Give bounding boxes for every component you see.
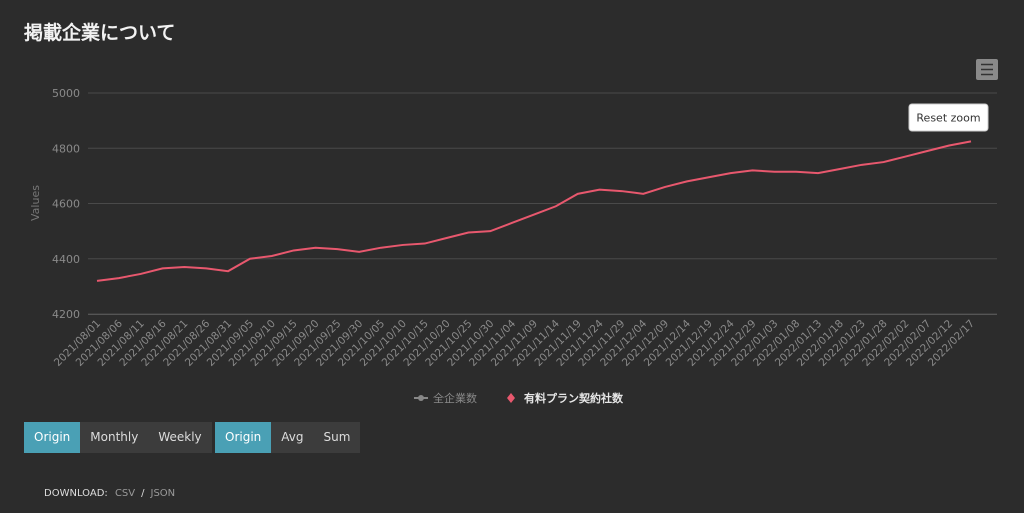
page-title: 掲載企業について xyxy=(24,22,176,44)
toggle-button[interactable]: Origin xyxy=(215,422,272,453)
y-tick-label: 4400 xyxy=(52,253,80,266)
aggregate-toggle: Origin Avg Sum xyxy=(215,422,361,453)
button-label: Reset zoom xyxy=(916,112,980,125)
legend-item[interactable]: 有料プラン契約社数 xyxy=(507,391,624,405)
legend: 全企業数 有料プラン契約社数 xyxy=(414,391,624,405)
menu-button[interactable] xyxy=(976,59,998,80)
toggle-button[interactable]: Origin xyxy=(24,422,81,453)
toggle-button[interactable]: Weekly xyxy=(148,422,212,453)
download-bar: DOWNLOAD: CSV / JSON xyxy=(44,488,179,499)
legend-label: 有料プラン契約社数 xyxy=(524,391,624,405)
download-link[interactable]: CSV xyxy=(114,488,136,499)
y-tick-label: 5000 xyxy=(52,87,80,100)
download-label: DOWNLOAD: xyxy=(44,488,108,499)
toggle-button[interactable]: Avg xyxy=(271,422,314,453)
y-tick-label: 4600 xyxy=(52,198,80,211)
y-tick-label: 4800 xyxy=(52,142,80,155)
download-link[interactable]: JSON xyxy=(150,488,176,499)
button-bg xyxy=(908,103,989,132)
legend-symbol xyxy=(507,393,515,403)
separator: / xyxy=(141,488,145,499)
legend-symbol xyxy=(418,395,424,401)
y-axis-title: Values xyxy=(29,185,42,221)
toggle-button[interactable]: Monthly xyxy=(80,422,149,453)
reset-zoom-button[interactable]: Reset zoom xyxy=(908,103,989,132)
period-toggle: Origin Monthly Weekly xyxy=(24,422,212,453)
legend-item[interactable]: 全企業数 xyxy=(414,391,477,405)
y-tick-label: 4200 xyxy=(52,308,80,321)
toggle-button[interactable]: Sum xyxy=(313,422,361,453)
chart: Values 420044004600480050002021/08/01202… xyxy=(29,59,998,405)
legend-label: 全企業数 xyxy=(433,391,477,405)
data-line xyxy=(96,140,972,282)
